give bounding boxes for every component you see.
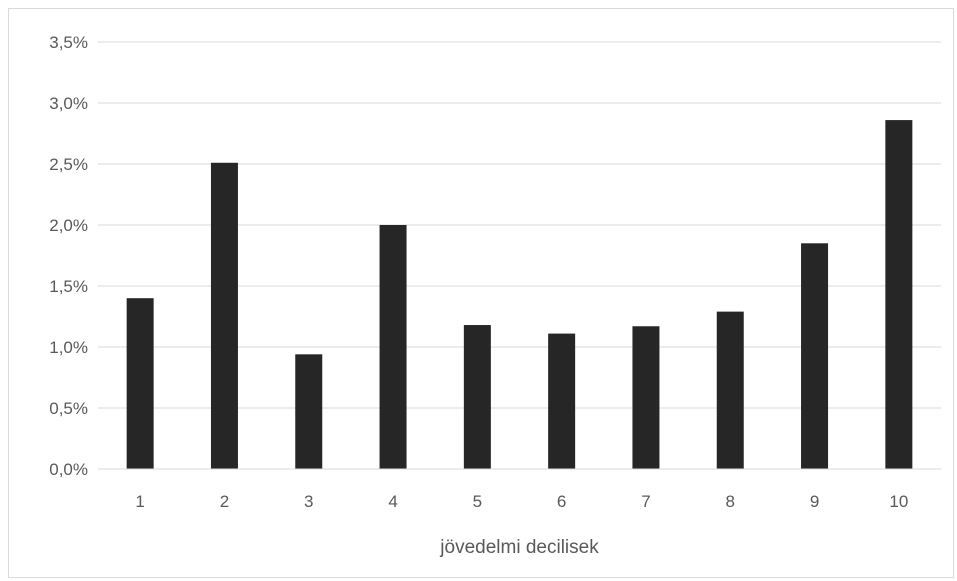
y-tick-label: 0,0% (49, 460, 88, 479)
bar-decile-4 (379, 225, 407, 469)
y-tick-label: 1,5% (49, 277, 88, 296)
bar-decile-3 (295, 354, 323, 469)
y-tick-label: 1,0% (49, 338, 88, 357)
x-axis-ticks: 1 2 3 4 5 6 7 8 9 10 (135, 492, 908, 511)
y-axis-ticks: 0,0% 0,5% 1,0% 1,5% 2,0% 2,5% 3,0% 3,5% (49, 33, 88, 479)
x-tick-label: 7 (641, 492, 650, 511)
y-tick-label: 2,5% (49, 155, 88, 174)
bar-decile-6 (548, 333, 576, 469)
x-tick-label: 1 (135, 492, 144, 511)
x-tick-label: 9 (810, 492, 819, 511)
bar-decile-9 (801, 243, 829, 469)
bar-decile-10 (885, 120, 913, 469)
bars (126, 120, 913, 469)
bar-decile-8 (716, 311, 744, 469)
x-tick-label: 5 (473, 492, 482, 511)
x-tick-label: 10 (889, 492, 908, 511)
x-tick-label: 4 (388, 492, 397, 511)
bar-decile-2 (210, 162, 238, 469)
bar-decile-1 (126, 298, 154, 469)
y-tick-label: 2,0% (49, 216, 88, 235)
gridlines (98, 41, 941, 409)
y-tick-label: 3,5% (49, 33, 88, 52)
bar-decile-5 (463, 325, 491, 469)
x-tick-label: 8 (726, 492, 735, 511)
y-tick-label: 0,5% (49, 399, 88, 418)
bar-decile-7 (632, 326, 660, 469)
y-tick-label: 3,0% (49, 94, 88, 113)
x-tick-label: 3 (304, 492, 313, 511)
x-axis-title: jövedelmi decilisek (439, 537, 599, 558)
x-tick-label: 2 (220, 492, 229, 511)
x-tick-label: 6 (557, 492, 566, 511)
